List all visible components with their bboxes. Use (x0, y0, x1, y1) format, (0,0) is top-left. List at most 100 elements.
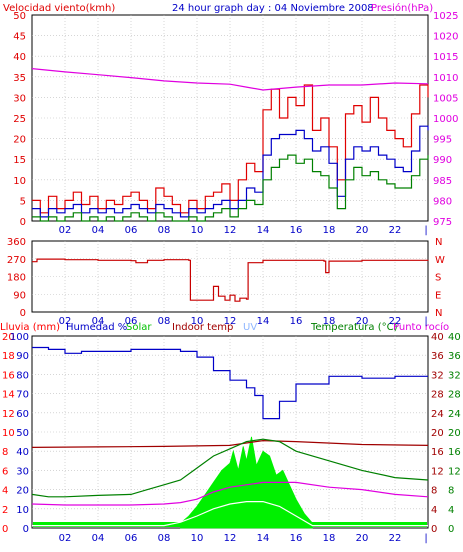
wind-y-tick-label: 5 (20, 196, 26, 207)
humidity-x-tick-label: 14 (257, 533, 270, 544)
indoor-temp-y-tick-label: 8 (431, 486, 437, 497)
direction-x-tick-label: 06 (125, 316, 138, 327)
pressure-axis-title: Presión(hPa) (371, 2, 433, 14)
series-indoor_temp (31, 439, 429, 448)
temperature-y-tick-label: 16 (448, 447, 461, 458)
humidity-y-tick-label: 30 (16, 466, 29, 477)
series-temperature (31, 438, 429, 498)
pressure-y-tick-label: 1025 (433, 11, 458, 22)
temperature-y-tick-label: 8 (448, 486, 454, 497)
wind-x-tick-label: 08 (158, 225, 171, 236)
pressure-y-tick-label: 985 (433, 176, 452, 187)
rain-y-tick-label: 14 (2, 390, 15, 401)
wind-y-tick-label: 50 (13, 11, 26, 22)
wind-y-tick-label: 45 (13, 32, 26, 43)
rain-y-tick-label: 10 (2, 428, 15, 439)
pressure-y-tick-label: 980 (433, 196, 452, 207)
humidity-y-tick-label: 60 (16, 409, 29, 420)
humidity-x-tick-label: 22 (389, 533, 402, 544)
indoor-temp-y-tick-label: 12 (431, 466, 444, 477)
humidity-y-tick-label: 100 (10, 332, 29, 343)
direction-y-tick-label: 360 (7, 237, 26, 248)
direction-x-tick-label: 22 (389, 316, 402, 327)
humidity-y-tick-label: 50 (16, 428, 29, 439)
humidity-y-tick-label: 20 (16, 486, 29, 497)
pressure-y-tick-label: 1020 (433, 32, 458, 43)
humidity-x-tick-label: 12 (224, 533, 237, 544)
direction-x-tick-label: 02 (59, 316, 72, 327)
humidity-x-tick-label: 20 (356, 533, 369, 544)
humidity-x-tick-label: 10 (191, 533, 204, 544)
wind-y-tick-label: 15 (13, 155, 26, 166)
rain-y-tick-label: 4 (2, 486, 8, 497)
direction-x-tick-label: 12 (224, 316, 237, 327)
legend-rain: Lluvia (mm) (0, 322, 60, 333)
legend-solar: Solar (126, 322, 152, 333)
series-low (32, 154, 429, 222)
humidity-x-tick-label: 16 (290, 533, 303, 544)
humidity-y-tick-label: 70 (16, 390, 29, 401)
indoor-temp-y-tick-label: 36 (431, 351, 444, 362)
compass-label: E (435, 290, 441, 301)
wind-y-tick-label: 25 (13, 114, 26, 125)
wind-x-tick-label: 02 (59, 225, 72, 236)
direction-x-tick-label: 14 (257, 316, 270, 327)
direction-y-tick-label: 0 (20, 308, 26, 319)
rain-y-tick-label: 6 (2, 466, 8, 477)
rain-y-tick-label: 18 (2, 351, 15, 362)
indoor-temp-y-tick-label: 16 (431, 447, 444, 458)
direction-y-tick-label: 180 (7, 273, 26, 284)
solar-baseline (33, 522, 427, 527)
rain-y-tick-label: 20 (2, 332, 15, 343)
series-uv_white (32, 501, 428, 527)
wind-x-tick-label: 04 (92, 225, 105, 236)
chart-title: 24 hour graph day : 04 Noviembre 2008 (172, 3, 374, 14)
rain-y-tick-label: 16 (2, 370, 15, 381)
humidity-x-tick-label: 02 (59, 533, 72, 544)
legend-humidity: Humedad % (66, 322, 127, 333)
temperature-y-tick-label: 4 (448, 505, 454, 516)
series-direction (32, 258, 429, 302)
pressure-y-tick-label: 1000 (433, 114, 458, 125)
legend-temperature: Temperatura (°C) (310, 322, 398, 333)
wind-x-tick-label: 06 (125, 225, 138, 236)
pressure-y-tick-label: 1015 (433, 52, 458, 63)
indoor-temp-y-tick-label: 4 (431, 505, 437, 516)
temperature-y-tick-label: 28 (448, 390, 461, 401)
wind-x-tick-label: 16 (290, 225, 303, 236)
series-average (32, 125, 429, 218)
compass-label: N (435, 237, 442, 248)
pressure-y-tick-label: 1010 (433, 73, 458, 84)
pressure-y-tick-label: 995 (433, 135, 452, 146)
humidity-x-end-tick: | (424, 533, 427, 544)
temperature-y-tick-label: 0 (448, 524, 454, 535)
humidity-y-tick-label: 10 (16, 505, 29, 516)
temperature-y-tick-label: 24 (448, 409, 461, 420)
wind-x-tick-label: 22 (389, 225, 402, 236)
direction-y-tick-label: 90 (13, 290, 26, 301)
humidity-x-tick-label: 18 (323, 533, 336, 544)
humidity-x-tick-label: 06 (125, 533, 138, 544)
compass-label: W (435, 255, 445, 266)
wind-x-tick-label: 20 (356, 225, 369, 236)
wind-x-tick-label: 18 (323, 225, 336, 236)
wind-y-tick-label: 20 (13, 135, 26, 146)
indoor-temp-y-tick-label: 40 (431, 332, 444, 343)
wind-y-tick-label: 0 (20, 217, 26, 228)
indoor-temp-y-tick-label: 24 (431, 409, 444, 420)
rain-y-tick-label: 0 (2, 524, 8, 535)
indoor-temp-y-tick-label: 32 (431, 370, 444, 381)
indoor-temp-y-tick-label: 0 (431, 524, 437, 535)
legend-uv: UV (243, 322, 257, 333)
humidity-y-tick-label: 40 (16, 447, 29, 458)
plot-layer: 0510152025303540455097598098599099510001… (2, 11, 461, 544)
direction-x-end-tick: | (424, 316, 427, 327)
wind-x-end-tick: | (424, 225, 427, 236)
direction-x-tick-label: 16 (290, 316, 303, 327)
humidity-y-tick-label: 90 (16, 351, 29, 362)
pressure-y-tick-label: 1005 (433, 93, 458, 104)
direction-y-tick-label: 270 (7, 255, 26, 266)
compass-label: N (435, 308, 442, 319)
wind-x-tick-label: 14 (257, 225, 270, 236)
